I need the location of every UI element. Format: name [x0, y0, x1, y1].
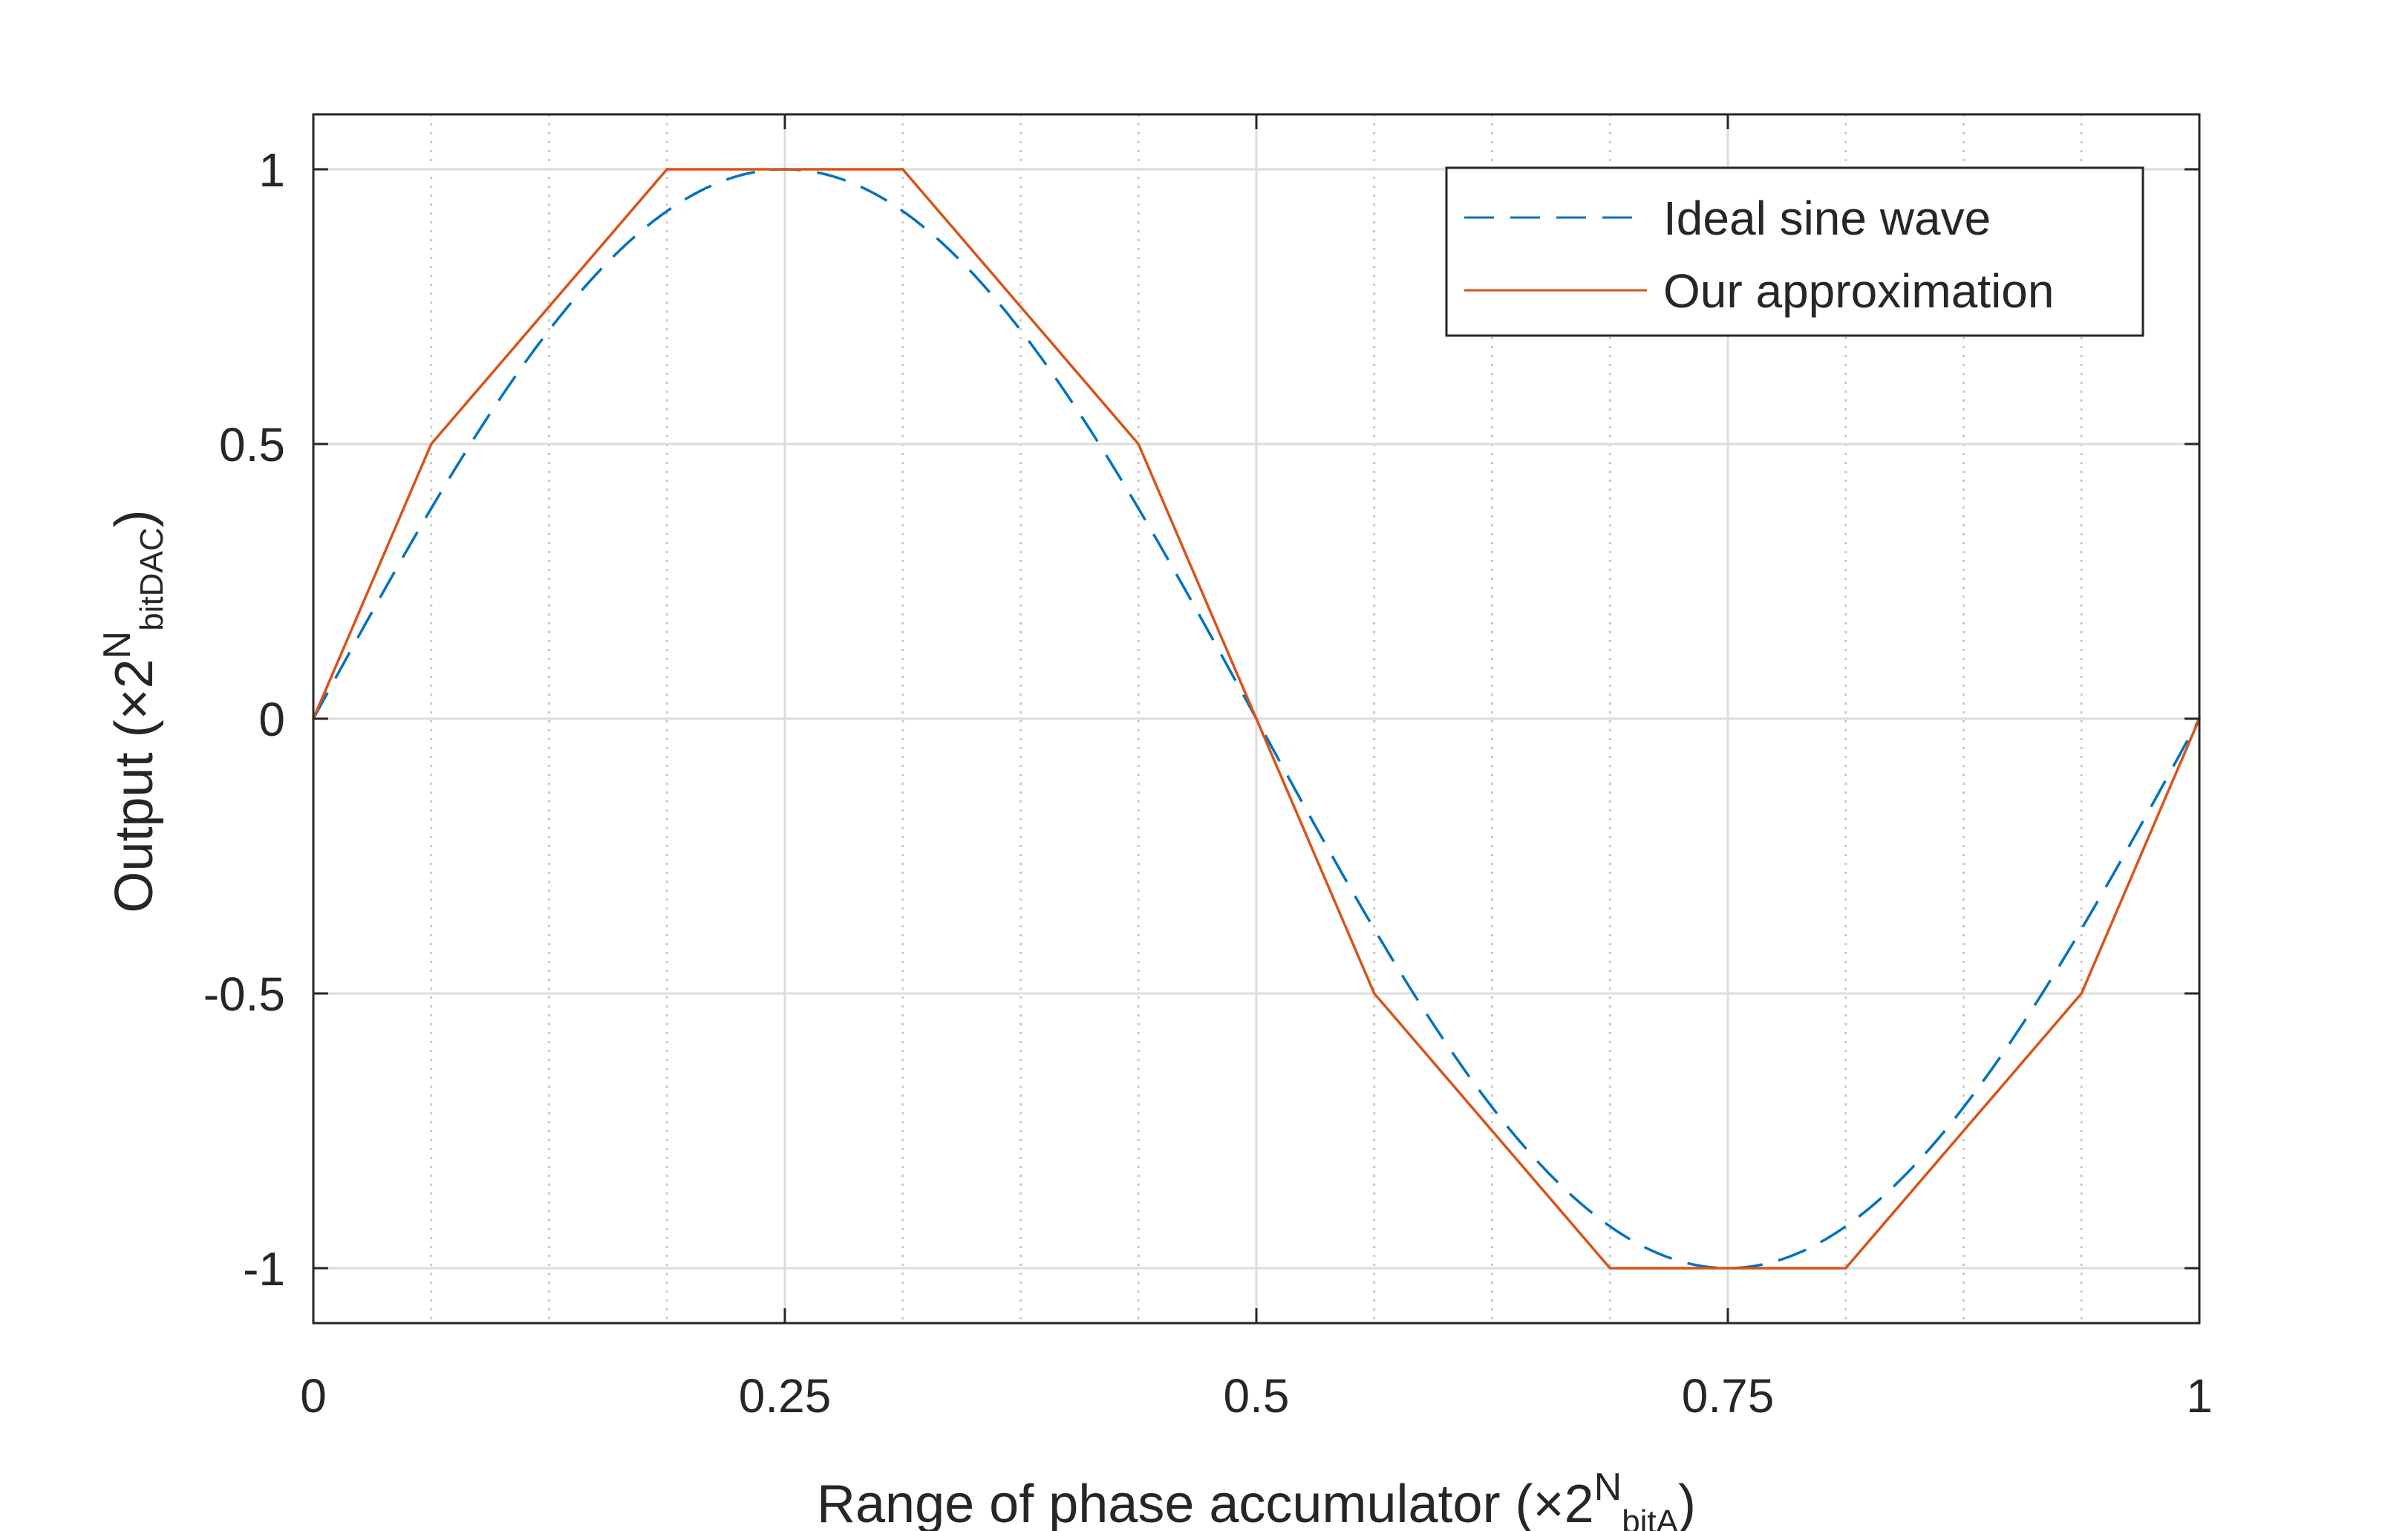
series-point-approximation [901, 168, 904, 171]
x-axis-label-sub: bitA [1622, 1504, 1678, 1531]
x-axis-label-suffix: ) [1678, 1475, 1696, 1531]
x-axis-label: Range of phase accumulator (×2NbitA) [817, 1466, 1696, 1531]
series-point-approximation [1137, 443, 1141, 445]
y-tick-label: 0.5 [219, 418, 285, 471]
y-axis-label: Output (×2NbitDAC) [96, 509, 170, 913]
y-tick-label: -1 [243, 1242, 285, 1296]
y-axis-label-suffix: ) [105, 509, 164, 527]
series-layer [312, 168, 2201, 1270]
y-axis-label-prefix: Output (×2 [105, 659, 164, 913]
y-axis-label-sub: bitDAC [134, 527, 170, 630]
series-point-approximation [2080, 992, 2084, 995]
x-axis-label-sup: N [1594, 1466, 1622, 1509]
x-tick-label: 0.75 [1682, 1369, 1775, 1423]
x-tick-label: 0.5 [1224, 1369, 1290, 1423]
y-tick-label: 0 [258, 693, 285, 746]
legend-box [1445, 166, 2144, 337]
series-point-approximation [429, 443, 433, 445]
y-axis-label-sup: N [96, 631, 139, 659]
x-tick-label: 1 [2186, 1369, 2213, 1423]
series-point-approximation [1608, 1267, 1612, 1270]
x-tick-label: 0 [300, 1369, 327, 1423]
legend-label-ideal-sine: Ideal sine wave [1663, 192, 1991, 245]
y-tick-label: 1 [258, 143, 285, 197]
series-line-approximation [312, 168, 2201, 1270]
series-point-approximation [1372, 992, 1376, 995]
y-tick-label: -0.5 [203, 967, 285, 1021]
x-axis-label-prefix: Range of phase accumulator (×2 [817, 1475, 1594, 1531]
x-tick-label: 0.25 [739, 1369, 832, 1423]
tick-layer: 0 0.25 0.5 0.75 1 -1 -0.5 0 0.5 1 [203, 114, 2213, 1423]
series-point-approximation [665, 168, 669, 171]
legend-label-approximation: Our approximation [1663, 264, 2054, 318]
series-point-approximation [1844, 1267, 1847, 1270]
legend: Ideal sine wave Our approximation [1445, 166, 2144, 337]
